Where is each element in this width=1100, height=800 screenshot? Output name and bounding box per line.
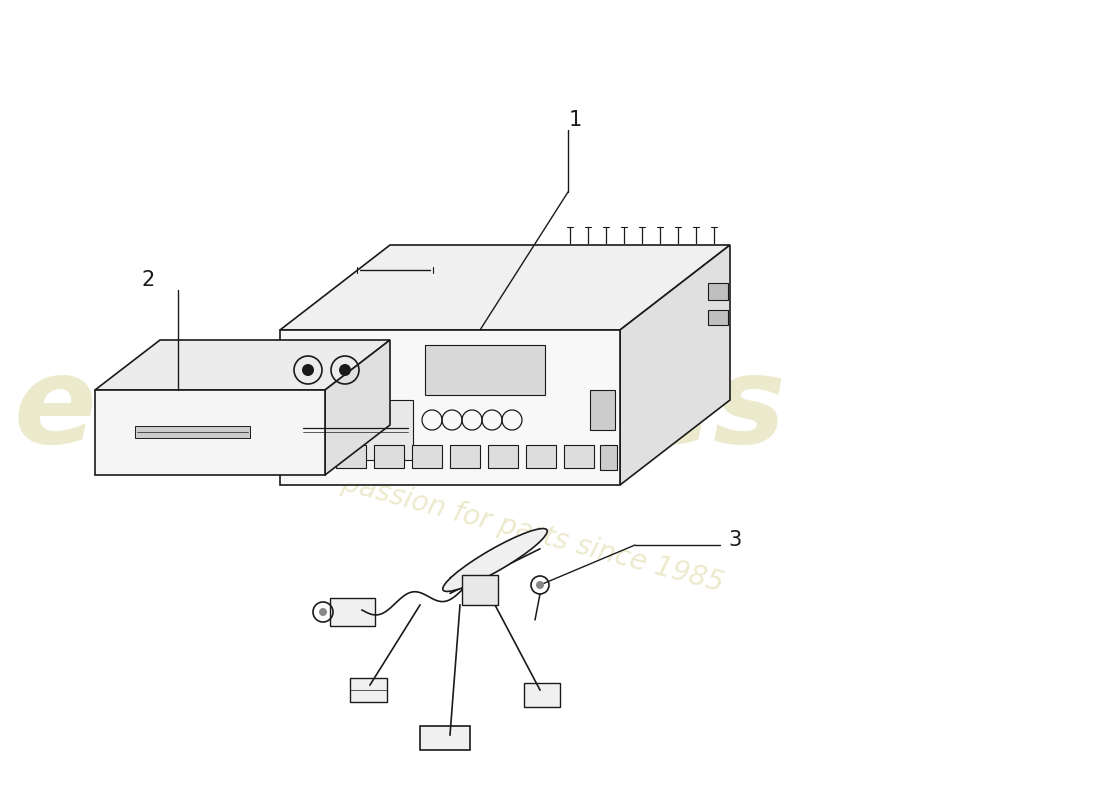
Text: a passion for parts since 1985: a passion for parts since 1985 <box>314 462 726 598</box>
Polygon shape <box>708 310 728 325</box>
Polygon shape <box>450 445 480 468</box>
Polygon shape <box>590 390 615 430</box>
Text: 2: 2 <box>142 270 155 290</box>
Polygon shape <box>298 445 328 468</box>
Polygon shape <box>526 445 556 468</box>
Polygon shape <box>336 445 366 468</box>
Circle shape <box>536 581 544 589</box>
Polygon shape <box>425 345 544 395</box>
Polygon shape <box>298 400 412 460</box>
Polygon shape <box>350 678 387 702</box>
Polygon shape <box>135 426 250 438</box>
Polygon shape <box>524 683 560 707</box>
Text: 1: 1 <box>569 110 582 130</box>
Polygon shape <box>280 330 620 485</box>
Text: eurospares: eurospares <box>13 351 786 469</box>
Polygon shape <box>420 726 470 750</box>
Circle shape <box>339 364 351 376</box>
Polygon shape <box>280 245 730 330</box>
Polygon shape <box>95 390 324 475</box>
Polygon shape <box>324 340 390 475</box>
Polygon shape <box>374 445 404 468</box>
Polygon shape <box>708 283 728 300</box>
Polygon shape <box>600 445 617 470</box>
Polygon shape <box>412 445 442 468</box>
Ellipse shape <box>442 529 548 591</box>
Polygon shape <box>95 340 390 390</box>
Polygon shape <box>462 575 498 605</box>
Circle shape <box>302 364 313 376</box>
Text: 3: 3 <box>728 530 741 550</box>
Polygon shape <box>488 445 518 468</box>
Polygon shape <box>330 598 375 626</box>
Circle shape <box>319 608 327 616</box>
Polygon shape <box>620 245 730 485</box>
Polygon shape <box>564 445 594 468</box>
